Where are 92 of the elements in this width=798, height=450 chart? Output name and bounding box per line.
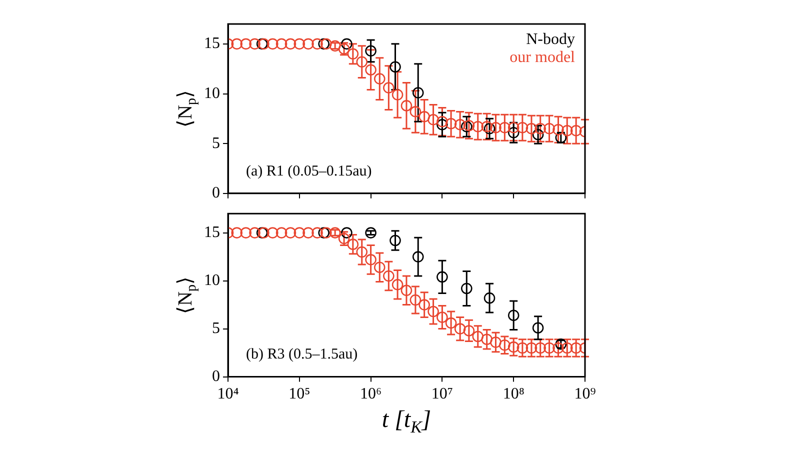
point bbox=[428, 306, 439, 318]
point bbox=[400, 100, 412, 112]
point bbox=[561, 124, 573, 136]
y-tick-label: 10 bbox=[204, 272, 220, 290]
point bbox=[472, 330, 484, 342]
point bbox=[312, 38, 323, 50]
point bbox=[240, 227, 252, 238]
point bbox=[392, 278, 404, 290]
point bbox=[249, 38, 260, 50]
point bbox=[374, 73, 386, 84]
point bbox=[231, 227, 242, 238]
annotation: (a) R1 (0.05–0.15au) bbox=[246, 163, 372, 180]
point bbox=[356, 56, 368, 68]
point bbox=[481, 334, 492, 346]
point bbox=[365, 64, 376, 76]
point bbox=[418, 299, 430, 310]
point bbox=[445, 317, 457, 329]
point bbox=[570, 342, 582, 354]
x-tick-label: 10⁵ bbox=[288, 386, 310, 403]
point bbox=[454, 323, 466, 334]
point bbox=[365, 254, 376, 266]
point bbox=[544, 342, 555, 354]
point bbox=[302, 227, 314, 238]
point bbox=[436, 312, 448, 323]
point bbox=[347, 48, 359, 60]
y-tick-label: 5 bbox=[212, 134, 220, 152]
y-tick-label: 15 bbox=[204, 224, 220, 242]
point bbox=[472, 120, 484, 132]
point bbox=[320, 38, 332, 50]
point bbox=[276, 38, 288, 50]
point bbox=[534, 342, 546, 354]
x-tick-label: 10⁷ bbox=[431, 386, 453, 403]
point bbox=[320, 227, 332, 238]
point bbox=[294, 227, 306, 238]
x-tick-label: 10⁸ bbox=[502, 386, 524, 403]
point bbox=[276, 227, 288, 238]
x-tick-label: 10⁶ bbox=[360, 386, 382, 403]
text: N-body bbox=[526, 31, 575, 48]
point bbox=[231, 38, 242, 50]
point bbox=[294, 38, 306, 50]
point bbox=[490, 122, 502, 134]
point bbox=[516, 342, 528, 354]
point bbox=[526, 342, 538, 354]
point bbox=[570, 124, 582, 136]
x-tick-label: 10⁴ bbox=[217, 386, 240, 403]
point bbox=[534, 122, 546, 134]
point bbox=[544, 122, 555, 134]
y-tick-label: 0 bbox=[212, 184, 220, 202]
point bbox=[552, 342, 564, 354]
point bbox=[508, 341, 520, 353]
point bbox=[436, 116, 448, 128]
point bbox=[383, 270, 394, 282]
point bbox=[445, 118, 457, 130]
point bbox=[499, 122, 510, 134]
point bbox=[356, 246, 368, 258]
point bbox=[561, 342, 573, 354]
point bbox=[392, 89, 404, 100]
y-tick-label: 0 bbox=[212, 368, 220, 386]
y-tick-label: 15 bbox=[204, 35, 220, 52]
point bbox=[284, 227, 296, 238]
point bbox=[481, 120, 492, 132]
y-axis-title: ⟨Np⟩ bbox=[174, 90, 200, 128]
point bbox=[526, 122, 538, 134]
point bbox=[418, 111, 430, 122]
point bbox=[240, 38, 252, 50]
point bbox=[516, 122, 528, 134]
point bbox=[490, 336, 502, 348]
point bbox=[302, 38, 314, 50]
point bbox=[410, 294, 422, 306]
point bbox=[428, 114, 439, 126]
y-tick-label: 5 bbox=[212, 320, 220, 338]
annotation: (b) R3 (0.5–1.5au) bbox=[246, 346, 358, 363]
y-tick-label: 10 bbox=[204, 84, 220, 102]
point bbox=[266, 38, 278, 50]
x-tick-label: 10⁹ bbox=[574, 386, 596, 403]
y-axis-title: ⟨Np⟩ bbox=[174, 276, 200, 314]
point bbox=[249, 227, 260, 238]
point bbox=[463, 325, 475, 336]
point bbox=[499, 339, 510, 351]
point bbox=[266, 227, 278, 238]
point bbox=[463, 120, 475, 132]
text: our model bbox=[510, 49, 576, 66]
point bbox=[312, 227, 323, 238]
point bbox=[284, 38, 296, 50]
point bbox=[552, 124, 564, 136]
point bbox=[508, 122, 520, 134]
point bbox=[410, 106, 422, 118]
point bbox=[347, 238, 359, 250]
point bbox=[374, 262, 386, 274]
point bbox=[454, 118, 466, 130]
point bbox=[400, 284, 412, 296]
point bbox=[383, 82, 394, 94]
